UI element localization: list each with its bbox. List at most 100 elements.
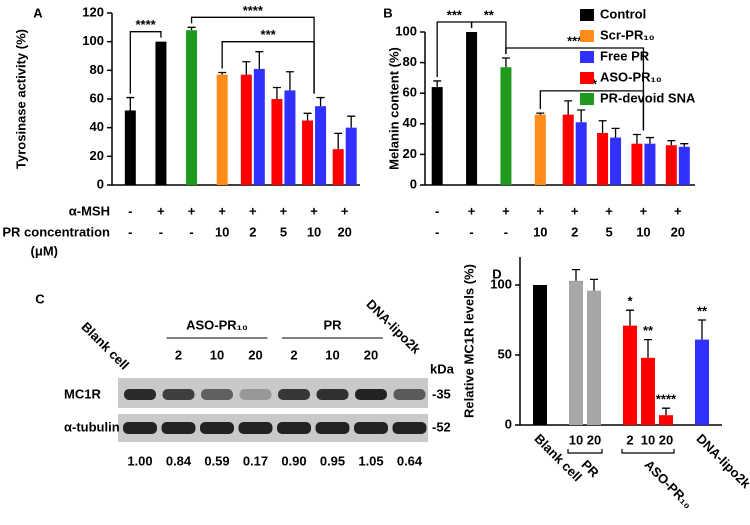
bar: [500, 67, 512, 185]
error-bar: [501, 57, 510, 68]
significance-label: ****: [656, 392, 677, 407]
bar: [562, 114, 574, 185]
y-tick-label: 60: [403, 85, 417, 100]
x-tick-label: 20: [659, 432, 673, 447]
x-row-label: -: [504, 224, 508, 239]
y-tick-label: 80: [90, 62, 104, 77]
loading-band: [277, 422, 311, 434]
error-bar: [334, 132, 343, 150]
marker-unit: kDa: [430, 361, 455, 376]
significance-label: **: [484, 7, 495, 22]
x-tick-label: 20: [587, 432, 601, 447]
y-tick-label: 120: [82, 4, 104, 19]
x-row-label: -: [189, 224, 193, 239]
legend-label: Free PR: [600, 48, 650, 63]
marker-label: -35: [432, 386, 451, 401]
y-tick-label: 0: [97, 176, 104, 191]
bar: [569, 280, 583, 425]
loading-band: [392, 422, 427, 434]
x-row-label: -: [159, 224, 163, 239]
error-bar: [303, 112, 312, 121]
x-row-label: +: [468, 203, 476, 218]
bar: [575, 122, 587, 185]
legend-swatch: [580, 30, 594, 42]
loading-band: [354, 422, 388, 434]
error-bar: [242, 61, 251, 75]
bar: [623, 325, 637, 425]
x-row-name: (μM): [31, 243, 58, 258]
y-tick-label: 0: [505, 416, 512, 431]
error-bar: [433, 80, 442, 88]
error-bar: [667, 139, 676, 146]
bar: [124, 110, 136, 185]
error-bar: [632, 133, 641, 144]
y-tick-label: 50: [498, 346, 512, 361]
error-bar: [698, 319, 706, 340]
x-row-label: 10: [533, 224, 547, 239]
bar: [631, 143, 643, 185]
bar: [155, 41, 167, 185]
x-row-label: -: [435, 203, 439, 218]
bar: [641, 357, 655, 425]
bar: [695, 339, 709, 425]
x-row-name: α-MSH: [69, 203, 110, 218]
group-label: ASO-PR₁₀: [641, 457, 695, 511]
legend-swatch: [580, 9, 594, 21]
significance-label: **: [643, 323, 654, 338]
bar: [587, 290, 601, 425]
bar: [315, 106, 327, 185]
y-tick-label: 60: [90, 90, 104, 105]
bar: [466, 32, 478, 185]
x-row-label: +: [218, 203, 226, 218]
x-row-label: +: [640, 203, 648, 218]
blot-band: [201, 389, 233, 400]
error-bar: [564, 100, 573, 115]
significance-bracket: [505, 47, 645, 131]
y-tick-label: 80: [403, 54, 417, 69]
x-row-label: +: [310, 203, 318, 218]
loading-band: [161, 422, 196, 434]
significance-label: **: [697, 303, 708, 318]
significance-label: ***: [447, 7, 463, 22]
quantification-label: 1.00: [127, 453, 152, 468]
legend-label: ASO-PR₁₀: [600, 69, 662, 84]
legend-label: Scr-PR₁₀: [600, 27, 655, 42]
bar: [240, 74, 252, 185]
quantification-label: 0.59: [204, 453, 229, 468]
error-bar: [347, 115, 356, 128]
x-row-label: 2: [249, 224, 256, 239]
group-bracket: [621, 449, 675, 454]
x-row-label: +: [674, 203, 682, 218]
y-tick-label: 40: [403, 115, 417, 130]
legend-label: Control: [600, 6, 646, 21]
x-row-label: 5: [605, 224, 612, 239]
bar: [659, 415, 673, 425]
panel-letter: C: [35, 291, 45, 306]
blot-band: [278, 389, 310, 400]
loading-band: [238, 422, 273, 434]
error-bar: [626, 309, 634, 326]
x-row-label: 20: [671, 224, 685, 239]
blot-row-label: MC1R: [64, 386, 101, 401]
blot-band: [239, 389, 272, 400]
bar: [271, 99, 283, 185]
significance-label: ****: [243, 3, 264, 18]
x-row-label: +: [188, 203, 196, 218]
bar: [302, 120, 314, 185]
panel-letter: D: [492, 266, 501, 281]
x-row-label: 10: [307, 224, 321, 239]
y-tick-label: 100: [395, 23, 417, 38]
blot-row-label: α-tubulin: [64, 419, 120, 434]
blot-band: [393, 389, 426, 400]
lane-label: 10: [325, 347, 339, 362]
bar: [610, 137, 622, 185]
error-bar: [272, 86, 281, 99]
bar: [534, 114, 546, 185]
quantification-label: 0.95: [320, 453, 345, 468]
loading-band: [200, 422, 234, 434]
x-row-label: +: [249, 203, 257, 218]
y-tick-label: 100: [82, 33, 104, 48]
error-bar: [187, 26, 196, 31]
